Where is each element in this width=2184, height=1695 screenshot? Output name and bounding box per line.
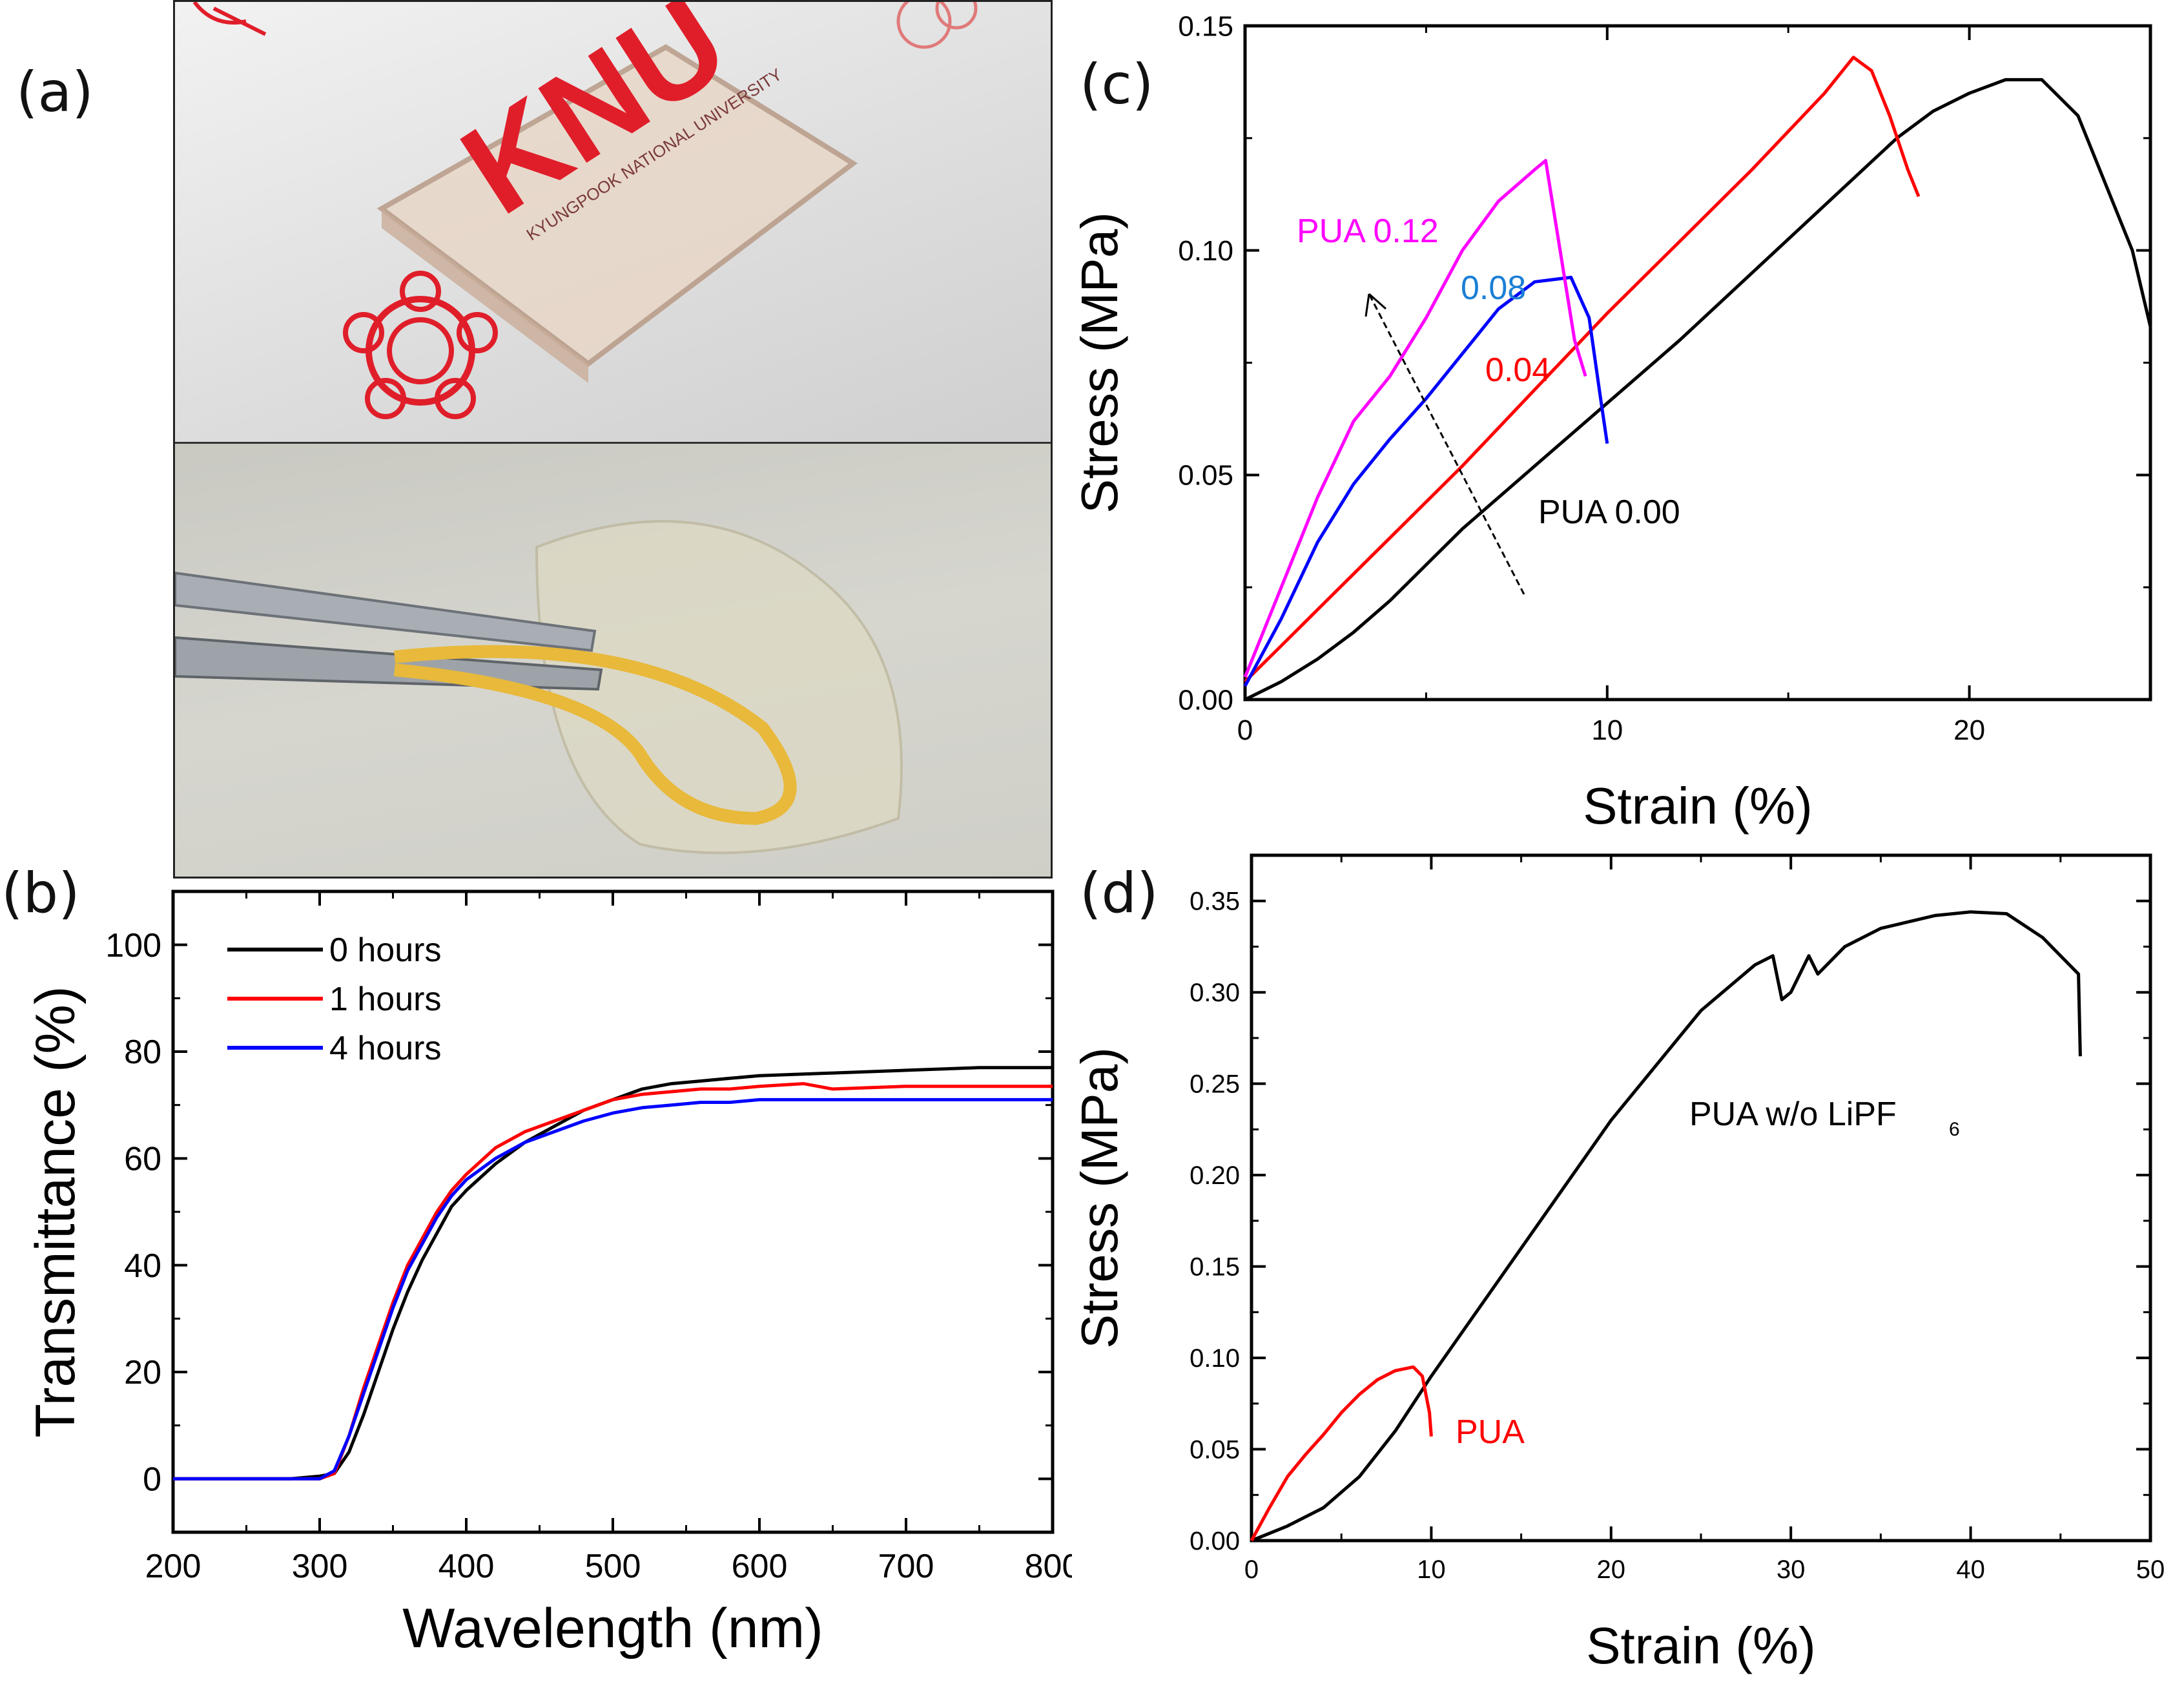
y-tick-label: 0.35 (1190, 888, 1240, 916)
plot-frame (171, 889, 1055, 1534)
y-tick-label: 20 (124, 1354, 161, 1391)
y-tick-label: 60 (124, 1141, 161, 1178)
membrane-film (535, 520, 903, 855)
y-axis-label: Transmittance (%) (25, 986, 87, 1437)
chart-stress-strain-d: 0 10 20 30 40 50 0.00 0.05 0.10 0.15 0.20 0.25 0.30 0… (1072, 853, 2165, 1674)
tweezer-upper (175, 571, 597, 652)
series-line-pua (1250, 1365, 1433, 1542)
legend-label: 1 hours (329, 981, 441, 1018)
x-tick-label: 800 (1025, 1548, 1072, 1585)
photo-membrane-bent (175, 444, 1051, 877)
x-tick-label: 10 (1417, 1555, 1446, 1584)
legend-label: 0 hours (329, 931, 441, 969)
y-axis-label: Stress (MPa) (1072, 1047, 1128, 1349)
x-tick-label: 40 (1956, 1555, 1985, 1584)
x-tick-label: 10 (1591, 714, 1623, 746)
y-tick-label: 0.10 (1190, 1344, 1240, 1373)
x-tick-label: 0 (1244, 1555, 1259, 1584)
panel-label-c: (c) (1080, 52, 1154, 117)
panel-label-b: (b) (1, 861, 80, 926)
y-tick-label: 0.30 (1190, 979, 1240, 1007)
y-tick-label: 0.00 (1178, 684, 1233, 716)
series-line-pua-0-00 (1244, 78, 2152, 702)
series-line-pua-0-08 (1243, 275, 1609, 687)
membrane-edge (382, 209, 588, 383)
chart-transmittance: 200 300 400 500 600 700 800 0 20 40 60 80 100 Wavelen… (25, 889, 1072, 1659)
y-tick-label: 100 (105, 927, 161, 964)
y-tick-label: 0.10 (1178, 235, 1233, 267)
series-annotation-pua-wo-lipf6: PUA w/o LiPF (1689, 1096, 1897, 1133)
x-axis-label: Wavelength (nm) (402, 1597, 823, 1659)
series-annotation: 0.08 (1461, 269, 1526, 307)
y-tick-label: 0.15 (1178, 10, 1233, 42)
series-line-4-hours (173, 1097, 1053, 1481)
x-tick-label: 200 (145, 1548, 201, 1585)
x-tick-label: 20 (1597, 1555, 1626, 1584)
x-tick-label: 0 (1237, 714, 1253, 746)
chart-stress-strain-c: 0 10 20 0.00 0.05 0.10 0.15 Strain (%) Stress (M… (1072, 10, 2152, 835)
series-line-pua-0-12 (1243, 159, 1587, 678)
series-line-0-hours (173, 1066, 1053, 1481)
y-tick-label: 80 (124, 1034, 161, 1071)
emblem-corner-right (896, 2, 978, 49)
series-line-pua-0-04 (1244, 56, 1921, 683)
x-tick-label: 300 (292, 1548, 348, 1585)
series-line-1-hours (173, 1082, 1053, 1481)
trend-arrow (1368, 293, 1525, 595)
y-tick-label: 0.20 (1190, 1161, 1240, 1190)
legend-label: 4 hours (329, 1030, 441, 1067)
plot-frame (1243, 24, 2152, 702)
membrane-bent-edge (393, 645, 797, 826)
membrane-bent-illustration (175, 520, 903, 855)
emblem-corner-left (192, 2, 267, 36)
plot-frame (1250, 853, 2152, 1543)
series-annotation: PUA 0.00 (1538, 494, 1680, 531)
x-tick-label: 50 (2136, 1555, 2165, 1584)
series-annotation-subscript: 6 (1949, 1119, 1960, 1140)
x-tick-label: 600 (732, 1548, 788, 1585)
y-tick-label: 0.05 (1178, 460, 1233, 492)
tweezer-lower (175, 636, 603, 691)
y-tick-label: 0.05 (1190, 1436, 1240, 1464)
y-axis-label: Stress (MPa) (1072, 212, 1128, 514)
series-line-pua-w-o-lipf6 (1251, 910, 2082, 1543)
x-tick-label: 20 (1953, 714, 1985, 746)
x-tick-label: 500 (585, 1548, 641, 1585)
x-tick-label: 30 (1777, 1555, 1806, 1584)
y-tick-label: 0.15 (1190, 1253, 1240, 1282)
series-annotation-pua: PUA (1456, 1413, 1525, 1451)
x-axis-label: Strain (%) (1586, 1617, 1816, 1674)
series-annotation: 0.04 (1485, 351, 1550, 389)
series-annotation: PUA 0.12 (1297, 213, 1439, 250)
x-tick-label: 400 (438, 1548, 495, 1585)
x-tick-label: 700 (878, 1548, 934, 1585)
y-tick-label: 40 (124, 1247, 161, 1285)
university-emblem (343, 271, 498, 419)
panel-label-a: (a) (16, 60, 94, 125)
panel-label-d: (d) (1080, 861, 1159, 926)
photo-membrane-flat: KNU KYUNGPOOK NATIONAL UNIVERSITY (175, 2, 1051, 444)
y-tick-label: 0.00 (1190, 1527, 1240, 1555)
membrane-flat-illustration: KNU KYUNGPOOK NATIONAL UNIVERSITY (192, 2, 978, 419)
y-tick-label: 0 (143, 1461, 161, 1499)
y-tick-label: 0.25 (1190, 1070, 1240, 1099)
photo-panel: KNU KYUNGPOOK NATIONAL UNIVERSITY (173, 0, 1053, 879)
x-axis-label: Strain (%) (1583, 777, 1813, 835)
trend-arrow-head (1365, 293, 1386, 317)
